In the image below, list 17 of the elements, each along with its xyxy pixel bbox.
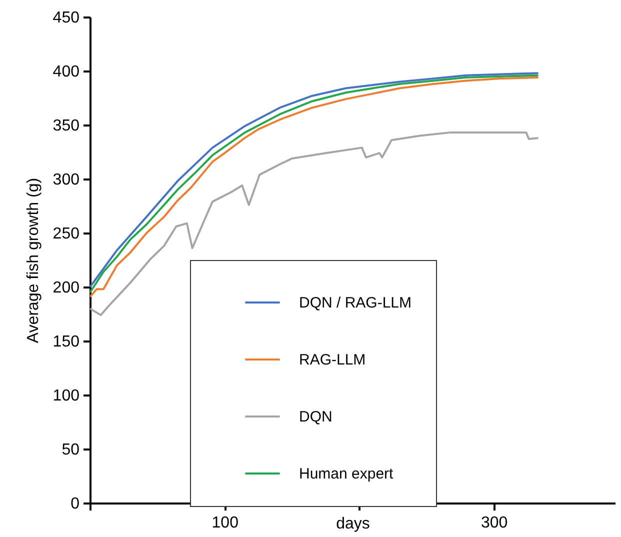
y-tick-label: 0	[70, 496, 80, 512]
legend-label: RAG-LLM	[299, 352, 366, 368]
legend-label: Human expert	[299, 466, 394, 482]
y-tick-label: 300	[52, 172, 80, 188]
y-tick-label: 400	[52, 64, 80, 80]
legend-label: DQN	[299, 408, 332, 426]
y-tick-label: 100	[52, 388, 80, 404]
line-series	[90, 132, 540, 316]
y-tick-label: 350	[52, 118, 80, 134]
y-tick-label: 450	[52, 10, 80, 26]
y-tick-label: 200	[52, 280, 80, 296]
y-tick-label: 250	[52, 226, 80, 242]
y-tick-label: 150	[52, 334, 80, 350]
y-axis-title: Average fish growth (g)	[24, 178, 42, 344]
legend-label: DQN / RAG-LLM	[299, 294, 412, 312]
y-tick-label: 50	[62, 442, 80, 458]
x-axis-title: days	[336, 516, 370, 532]
